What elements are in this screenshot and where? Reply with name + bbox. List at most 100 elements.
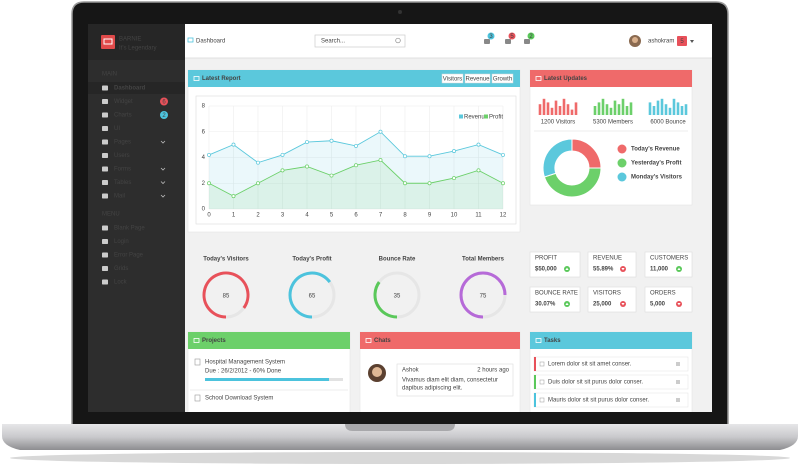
panel-header bbox=[188, 70, 520, 87]
task-text: Lorem dolor sit sit amet conser. bbox=[548, 362, 632, 368]
badge-count: 2 bbox=[162, 113, 166, 119]
point bbox=[280, 168, 285, 173]
gauge-value: 65 bbox=[309, 294, 316, 300]
task-checkbox[interactable] bbox=[539, 397, 545, 403]
gauge-label: Bounce Rate bbox=[379, 257, 416, 263]
legend-label: Profit bbox=[489, 114, 503, 120]
notification-icon[interactable] bbox=[505, 39, 511, 44]
chat-time: 2 hours ago bbox=[477, 368, 509, 374]
donut-segment bbox=[543, 167, 602, 198]
mini-bar bbox=[664, 104, 668, 115]
x-tick-label: 4 bbox=[305, 213, 309, 219]
panel-icon bbox=[193, 338, 200, 343]
y-tick-label: 0 bbox=[202, 207, 206, 213]
donut-segment bbox=[542, 138, 573, 178]
y-tick-label: 2 bbox=[202, 181, 206, 187]
toggle-label: Visitors bbox=[443, 76, 463, 82]
menu-item: Widget bbox=[114, 99, 133, 105]
user-badge bbox=[677, 36, 687, 46]
task-checkbox[interactable] bbox=[539, 361, 545, 367]
gauge-arc bbox=[373, 281, 398, 319]
toggle-button[interactable] bbox=[464, 73, 491, 84]
active-item bbox=[88, 82, 185, 94]
project-name: Hospital Management System bbox=[205, 360, 285, 366]
menu-icon bbox=[102, 112, 108, 118]
badge bbox=[160, 97, 168, 106]
point bbox=[329, 173, 334, 178]
trend-arrow bbox=[621, 268, 625, 271]
mini-bar bbox=[684, 104, 688, 115]
progress-fill bbox=[205, 378, 329, 381]
mini-bar bbox=[617, 104, 621, 115]
legend-dot bbox=[617, 172, 627, 182]
menu-icon bbox=[102, 193, 108, 199]
search-box[interactable] bbox=[314, 34, 406, 48]
chat-bubble bbox=[396, 363, 514, 397]
point bbox=[231, 142, 236, 147]
menu-item: Login bbox=[114, 239, 129, 245]
notification-count: 5 bbox=[510, 34, 514, 40]
point bbox=[256, 160, 260, 165]
x-tick-label: 12 bbox=[500, 213, 507, 219]
chat-text: dapibus adipiscing elit. bbox=[402, 386, 463, 392]
menu-icon bbox=[102, 166, 108, 172]
mini-bar bbox=[613, 100, 617, 115]
point bbox=[378, 129, 383, 134]
point bbox=[207, 181, 211, 186]
mini-bar bbox=[554, 100, 558, 115]
camera bbox=[398, 10, 402, 14]
toggle-button[interactable] bbox=[441, 73, 464, 84]
task-checkbox[interactable] bbox=[539, 379, 545, 385]
x-tick-label: 11 bbox=[475, 213, 482, 219]
menu-item: Grids bbox=[114, 266, 128, 272]
notification-badge bbox=[487, 32, 495, 40]
stat-box bbox=[587, 251, 637, 278]
task-text: Duis dolor sit sit purus dolor conser. bbox=[548, 380, 643, 386]
username: ashokram bbox=[648, 39, 674, 45]
chat-text: Vivamus diam elit diam, consectetur bbox=[402, 378, 498, 384]
task-action[interactable] bbox=[676, 380, 680, 384]
point bbox=[501, 152, 505, 157]
laptop-base bbox=[2, 424, 798, 450]
x-tick-label: 0 bbox=[207, 213, 211, 219]
notification-icon[interactable] bbox=[524, 39, 530, 44]
legend-dot bbox=[617, 158, 627, 168]
x-tick-label: 2 bbox=[256, 213, 260, 219]
point bbox=[501, 181, 505, 186]
panel-header bbox=[530, 70, 692, 87]
point bbox=[207, 152, 211, 157]
task-action[interactable] bbox=[676, 362, 680, 366]
notification-icon[interactable] bbox=[484, 39, 490, 44]
mini-bar bbox=[550, 107, 554, 115]
mini-bar bbox=[676, 102, 680, 115]
menu-icon bbox=[102, 252, 108, 258]
legend-swatch bbox=[484, 114, 488, 119]
toggle-button[interactable] bbox=[491, 73, 514, 84]
toggle-label: Revenue bbox=[465, 76, 490, 82]
task-action[interactable] bbox=[676, 398, 680, 402]
x-tick-label: 3 bbox=[281, 213, 285, 219]
search-placeholder: Search... bbox=[321, 39, 345, 45]
legend-label: Monday's Visitors bbox=[631, 175, 683, 181]
menu-item: Mail bbox=[114, 194, 125, 200]
stat-box bbox=[587, 286, 637, 313]
point bbox=[329, 138, 334, 143]
stat-label: VISITORS bbox=[593, 291, 621, 297]
notification-badge bbox=[527, 32, 535, 40]
gauge-label: Today's Profit bbox=[292, 257, 331, 263]
point bbox=[452, 176, 456, 181]
panel-title: Chats bbox=[374, 338, 391, 344]
stat-label: ORDERS bbox=[650, 291, 676, 297]
page-title: Dashboard bbox=[196, 39, 225, 45]
panel-header bbox=[188, 332, 350, 349]
stat-label: PROFIT bbox=[535, 256, 557, 262]
notification-count: 2 bbox=[529, 34, 533, 40]
point bbox=[476, 168, 481, 173]
stat-box bbox=[644, 251, 693, 278]
menu-item: Blank Page bbox=[114, 226, 145, 232]
section-heading: MENU bbox=[102, 212, 120, 218]
stat-label: CUSTOMERS bbox=[650, 256, 688, 262]
panel-title: Latest Updates bbox=[544, 76, 588, 82]
y-tick-label: 8 bbox=[202, 104, 206, 110]
point bbox=[403, 181, 407, 186]
